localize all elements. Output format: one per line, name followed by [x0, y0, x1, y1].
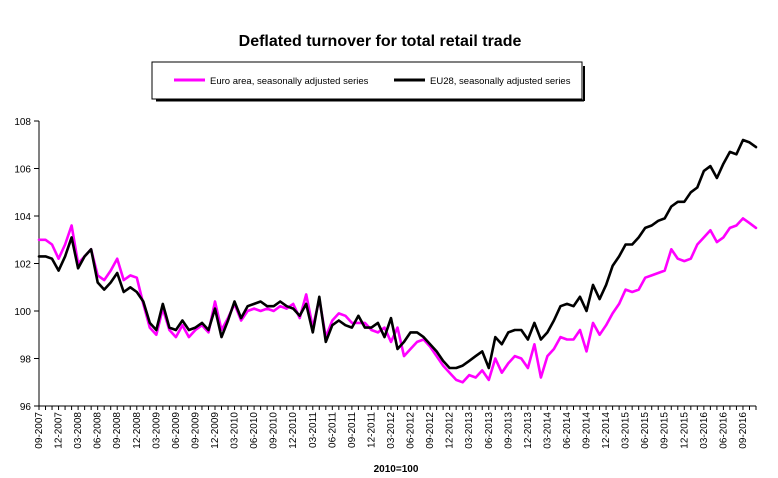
x-tick-label: 09-2008 [112, 412, 123, 449]
y-tick-label: 98 [20, 355, 32, 366]
x-tick-label: 03-2012 [386, 412, 397, 449]
x-tick-label: 03-2010 [230, 412, 241, 449]
plot-lines [37, 138, 758, 384]
x-tick-label: 09-2009 [190, 412, 201, 449]
chart-title: Deflated turnover for total retail trade [239, 33, 522, 50]
x-axis-caption: 2010=100 [374, 464, 419, 475]
x-tick-label: 06-2014 [562, 412, 573, 449]
x-tick-label: 12-2014 [601, 412, 612, 449]
series-line-0 [37, 217, 758, 384]
x-tick-label: 03-2013 [464, 412, 475, 449]
x-tick-label: 12-2007 [54, 412, 65, 449]
legend-label-euro-area: Euro area, seasonally adjusted series [210, 76, 369, 87]
x-tick-label: 09-2007 [34, 412, 45, 449]
x-tick-label: 03-2011 [308, 412, 319, 448]
x-tick-label: 12-2013 [523, 412, 534, 449]
y-tick-label: 106 [14, 165, 31, 176]
x-tick-label: 09-2012 [425, 412, 436, 449]
x-tick-label: 09-2010 [269, 412, 280, 449]
x-tick-label: 06-2015 [640, 412, 651, 449]
x-tick-label: 09-2013 [503, 412, 514, 449]
y-tick-label: 96 [20, 402, 32, 413]
y-tick-label: 102 [14, 260, 31, 271]
x-tick-label: 06-2008 [93, 412, 104, 449]
x-tick-label: 09-2015 [660, 412, 671, 449]
x-tick-label: 12-2012 [445, 412, 456, 449]
x-tick-label: 12-2008 [132, 412, 143, 449]
legend-label-eu28: EU28, seasonally adjusted series [430, 76, 571, 87]
x-tick-label: 03-2016 [699, 412, 710, 449]
x-tick-label: 12-2015 [679, 412, 690, 449]
x-tick-label: 03-2014 [542, 412, 553, 449]
y-tick-label: 100 [14, 307, 31, 318]
legend: Euro area, seasonally adjusted series EU… [151, 61, 585, 102]
x-tick-label: 06-2009 [171, 412, 182, 449]
y-tick-label: 104 [14, 212, 31, 223]
x-tick-label: 03-2015 [621, 412, 632, 449]
x-tick-label: 12-2010 [288, 412, 299, 449]
x-tick-label: 09-2016 [738, 412, 749, 449]
x-axis: 09-2007 12-2007 03-2008 06-2008 09-2008 12-20… [34, 405, 757, 449]
x-tick-label: 09-2014 [582, 412, 593, 449]
x-tick-label: 09-2011 [347, 412, 358, 448]
x-tick-label: 06-2012 [406, 412, 417, 449]
series-line-1 [37, 138, 758, 370]
legend-box [151, 61, 583, 100]
x-tick-label: 06-2016 [718, 412, 729, 449]
x-tick-label: 06-2010 [249, 412, 260, 449]
x-tick-label: 12-2009 [210, 412, 221, 449]
x-tick-label: 03-2009 [151, 412, 162, 449]
x-tick-label: 06-2013 [484, 412, 495, 449]
y-axis: 96 98 100 102 104 106 108 [14, 117, 40, 413]
x-tick-label: 03-2008 [73, 412, 84, 449]
x-tick-label: 12-2011 [366, 412, 377, 448]
x-tick-label: 06-2011 [327, 412, 338, 448]
y-tick-label: 108 [14, 117, 31, 128]
